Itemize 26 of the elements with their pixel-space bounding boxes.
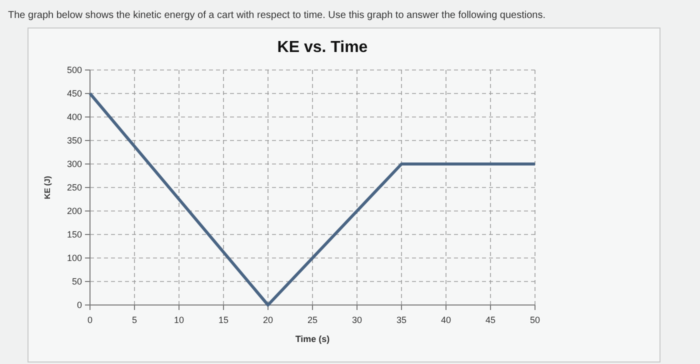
y-tick-label: 0 — [76, 300, 82, 310]
y-tick-label: 300 — [66, 159, 82, 169]
y-tick-label: 400 — [66, 112, 82, 122]
x-tick-label: 5 — [132, 315, 138, 325]
x-tick-label: 25 — [307, 315, 318, 325]
y-axis-title: KE (J) — [43, 176, 52, 200]
chart-title: KE vs. Time — [277, 39, 368, 56]
y-tick-label: 150 — [66, 230, 82, 240]
x-tick-label: 45 — [485, 315, 496, 325]
y-tick-label: 100 — [66, 253, 82, 263]
text: The graph below shows the kinetic energy of a cart with respect to time. Use this graph to answer the following questions. — [8, 10, 546, 21]
y-tick-label: 450 — [66, 88, 82, 98]
x-tick-label: 35 — [396, 315, 407, 325]
y-tick-label: 50 — [72, 276, 82, 286]
x-tick-label: 30 — [352, 315, 362, 325]
x-tick-label: 50 — [530, 315, 540, 325]
x-axis-title: Time (s) — [295, 334, 330, 344]
x-tick-label: 40 — [440, 315, 452, 325]
y-tick-label: 250 — [66, 182, 82, 192]
x-tick-label: 0 — [87, 315, 93, 325]
y-tick-label: 200 — [66, 206, 82, 216]
x-tick-label: 15 — [218, 315, 229, 325]
x-tick-label: 20 — [262, 315, 274, 325]
y-tick-label: 500 — [66, 65, 82, 75]
x-tick-label: 10 — [174, 315, 184, 325]
y-tick-label: 350 — [66, 136, 82, 146]
